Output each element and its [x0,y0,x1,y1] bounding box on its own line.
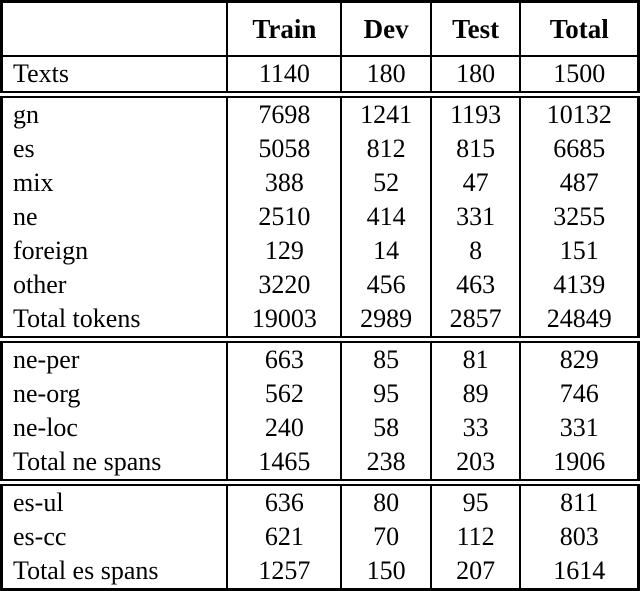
cell-train: 2510 [227,200,343,234]
cell-dev: 2989 [341,302,432,340]
cell-test: 463 [430,268,522,302]
table-row-ne-spans-0: ne-per 663 85 81 829 [1,339,639,377]
cell-train: 636 [227,482,343,520]
cell-train: 621 [227,520,343,554]
table-row-tokens-0: gn 7698 1241 1193 10132 [1,94,639,132]
header-row: Train Dev Test Total [1,1,639,56]
cell-dev: 238 [341,445,432,483]
cell-test: 207 [430,554,522,590]
table-row-tokens-5: other 3220 456 463 4139 [1,268,639,302]
row-label: es-cc [1,520,229,554]
cell-total: 6685 [553,134,606,163]
row-label: ne-loc [1,411,229,445]
cell-train: 1465 [227,445,343,483]
cell-train: 1140 [227,56,343,95]
cell-dev: 52 [341,166,432,200]
cell-total: 10132 [546,100,612,129]
cell-total: 151 [559,236,599,265]
table-row-tokens-1: es 5058 812 815 6685 [1,132,639,166]
row-label: foreign [1,234,229,268]
cell-dev: 95 [341,377,432,411]
cell-total: 1500 [553,59,606,88]
row-label: Total ne spans [1,445,229,483]
table-row-ne-spans-1: ne-org 562 95 89 746 [1,377,639,411]
cell-train: 129 [227,234,343,268]
cell-total: 811 [560,488,599,517]
cell-train: 19003 [227,302,343,340]
cell-dev: 70 [341,520,432,554]
table-row-tokens-6: Total tokens 19003 2989 2857 24849 [1,302,639,340]
cell-total: 331 [559,413,599,442]
cell-train: 388 [227,166,343,200]
cell-test: 89 [430,377,522,411]
table-row-tokens-3: ne 2510 414 331 3255 [1,200,639,234]
cell-total: 1906 [553,447,606,476]
table-row-es-spans-0: es-ul 636 80 95 811 [1,482,639,520]
row-label: ne [1,200,229,234]
cell-dev: 1241 [341,94,432,132]
cell-train: 562 [227,377,343,411]
cell-train: 7698 [227,94,343,132]
cell-test: 331 [430,200,522,234]
cell-dev: 150 [341,554,432,590]
cell-test: 1193 [430,94,522,132]
header-cell-dev: Dev [341,1,432,56]
cell-train: 3220 [227,268,343,302]
table-row-ne-spans-3: Total ne spans 1465 238 203 1906 [1,445,639,483]
cell-test: 112 [430,520,522,554]
cell-total: 487 [559,168,599,197]
row-label: other [1,268,229,302]
table-row-tokens-2: mix 388 52 47 487 [1,166,639,200]
cell-test: 203 [430,445,522,483]
cell-total: 3255 [553,202,606,231]
header-cell-test: Test [430,1,522,56]
table-row-ne-spans-2: ne-loc 240 58 33 331 [1,411,639,445]
cell-dev: 180 [341,56,432,95]
cell-test: 8 [430,234,522,268]
cell-total: 4139 [553,270,606,299]
table-row-texts-0: Texts 1140 180 180 1500 [1,56,639,95]
row-label: ne-org [1,377,229,411]
cell-test: 33 [430,411,522,445]
row-label: Texts [1,56,229,95]
cell-dev: 58 [341,411,432,445]
cell-total: 829 [559,345,599,374]
row-label: mix [1,166,229,200]
row-label: es [1,132,229,166]
header-cell-total: Total [549,14,609,44]
cell-test: 2857 [430,302,522,340]
header-corner-cell [1,1,229,56]
cell-test: 815 [430,132,522,166]
cell-train: 1257 [227,554,343,590]
cell-total: 24849 [546,304,612,333]
row-label: es-ul [1,482,229,520]
row-label: gn [1,94,229,132]
cell-dev: 85 [341,339,432,377]
cell-dev: 80 [341,482,432,520]
row-label: Total tokens [1,302,229,340]
cell-total: 803 [559,522,599,551]
table-body: Texts 1140 180 180 1500 gn 7698 1241 1193 10132 es… [1,56,639,590]
cell-test: 47 [430,166,522,200]
cell-test: 81 [430,339,522,377]
cell-total: 1614 [553,556,606,585]
cell-train: 663 [227,339,343,377]
cell-test: 180 [430,56,522,95]
cell-dev: 414 [341,200,432,234]
table-row-es-spans-1: es-cc 621 70 112 803 [1,520,639,554]
row-label: ne-per [1,339,229,377]
cell-dev: 812 [341,132,432,166]
row-label: Total es spans [1,554,229,590]
cell-total: 746 [559,379,599,408]
cell-dev: 14 [341,234,432,268]
table-row-tokens-4: foreign 129 14 8 151 [1,234,639,268]
cell-dev: 456 [341,268,432,302]
cell-train: 5058 [227,132,343,166]
header-cell-train: Train [227,1,343,56]
table-row-es-spans-2: Total es spans 1257 150 207 1614 [1,554,639,590]
cell-test: 95 [430,482,522,520]
cell-train: 240 [227,411,343,445]
